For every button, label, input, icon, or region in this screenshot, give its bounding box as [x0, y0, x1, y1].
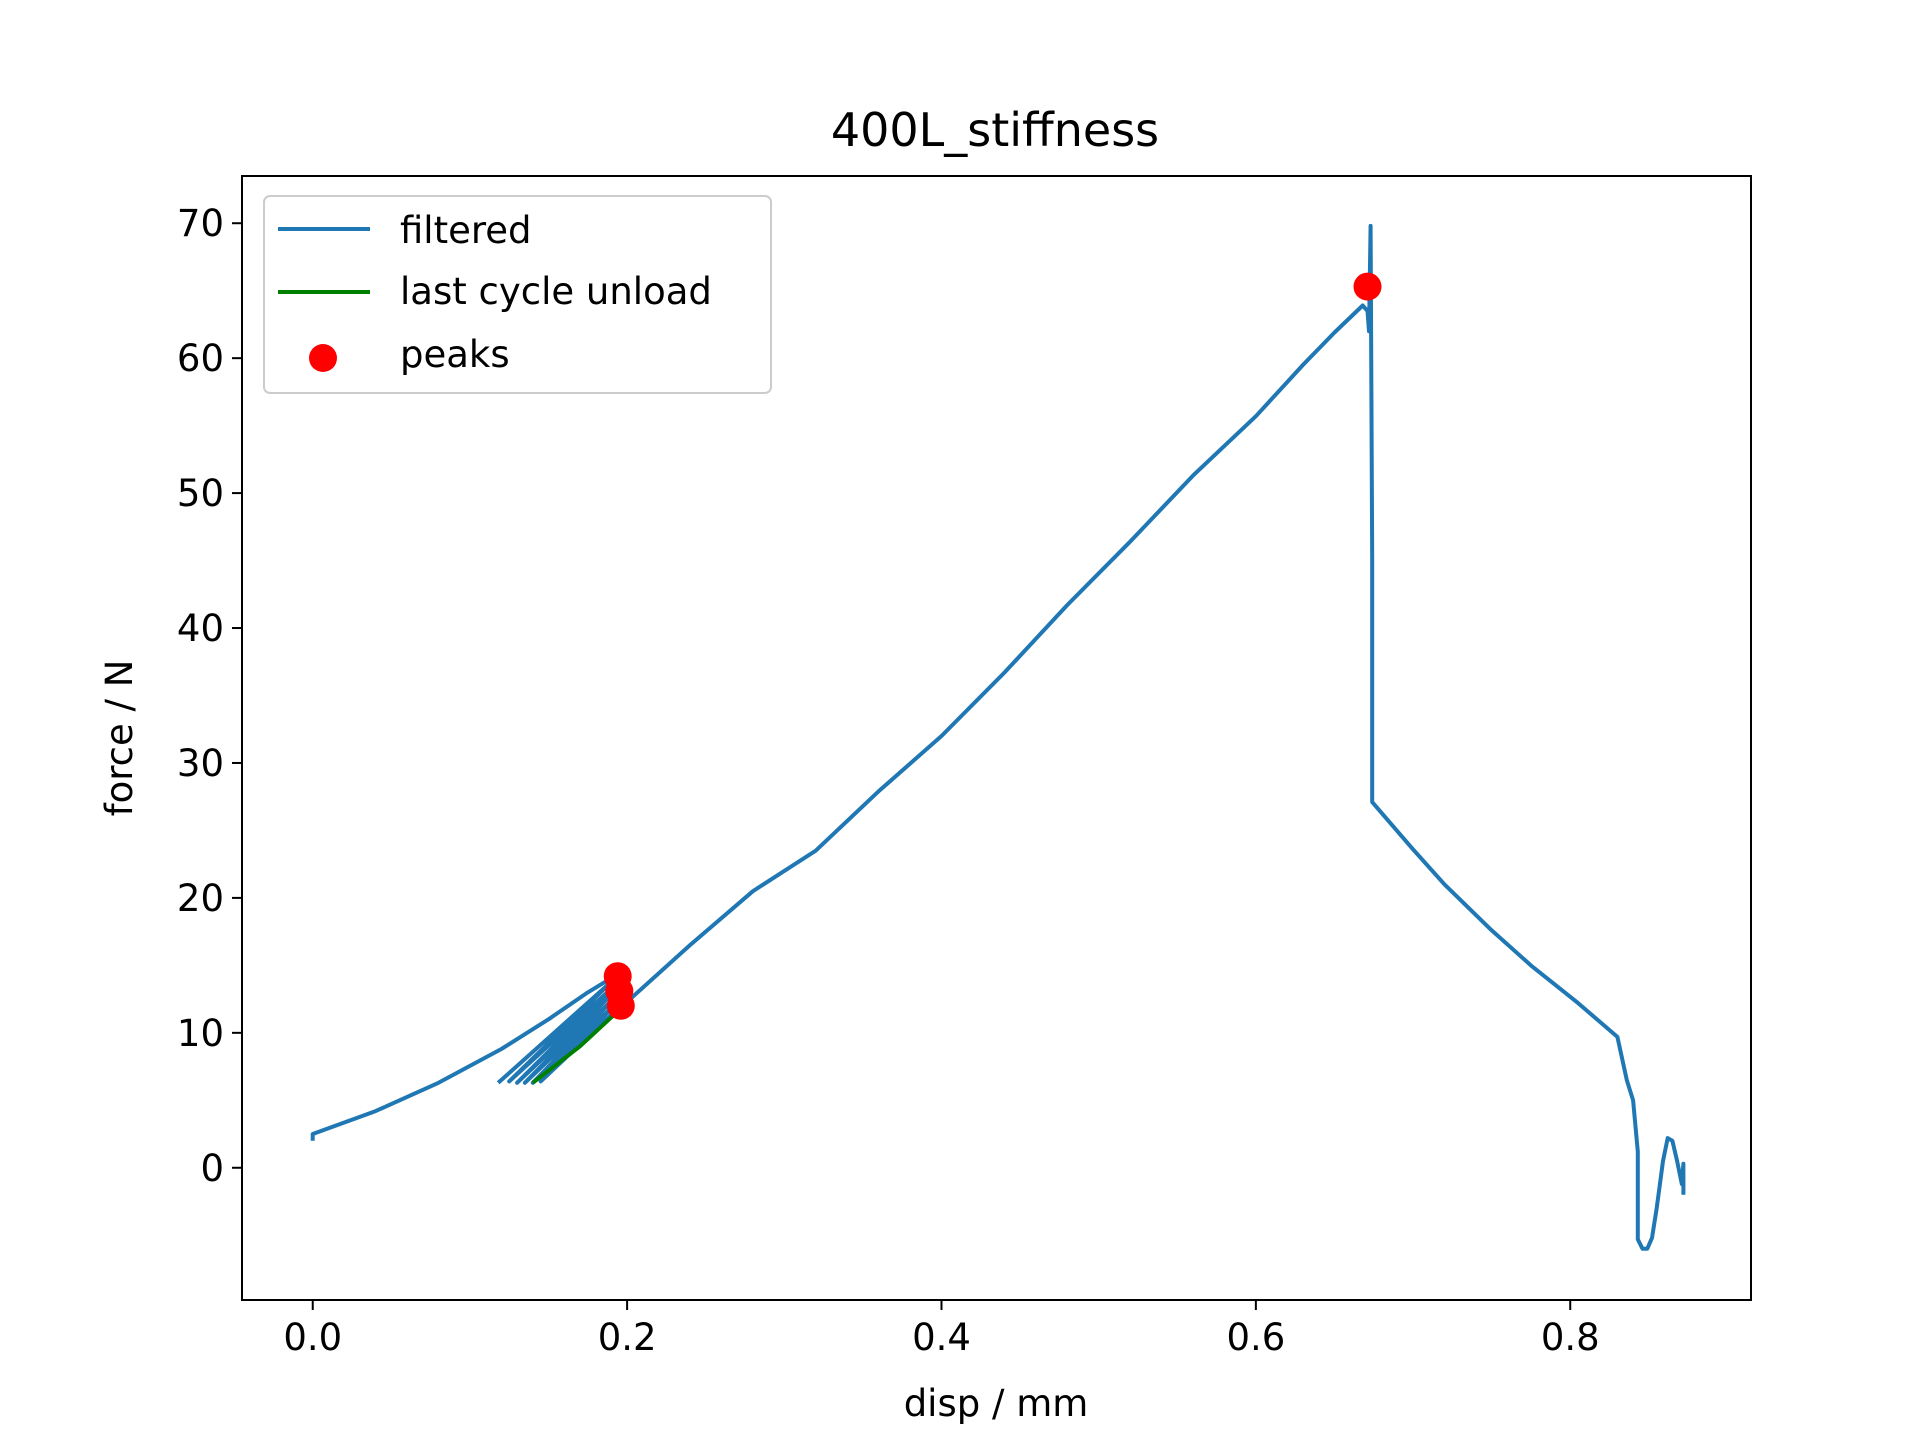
x-tick-label: 0.0: [283, 1316, 342, 1359]
data-layer: [310, 223, 1686, 1251]
x-tick-label: 0.6: [1226, 1316, 1285, 1359]
y-tick-label: 70: [177, 202, 224, 245]
x-tick-label: 0.2: [598, 1316, 657, 1359]
series-0-line-1: [496, 976, 623, 1085]
chart-title: 400L_stiffness: [831, 103, 1159, 157]
x-tick-label: 0.8: [1541, 1316, 1600, 1359]
peak-point-2: [606, 991, 635, 1020]
peak-point-3: [1353, 272, 1382, 301]
y-tick-label: 10: [177, 1012, 224, 1055]
x-tick-label: 0.4: [912, 1316, 971, 1359]
y-tick-label: 20: [177, 877, 224, 920]
y-tick-label: 0: [200, 1147, 224, 1190]
y-tick-label: 30: [177, 742, 224, 785]
x-axis-label: disp / mm: [904, 1382, 1089, 1425]
y-tick-label: 60: [177, 337, 224, 380]
legend: filtered last cycle unload peaks: [263, 195, 772, 394]
legend-peaks-marker: [309, 344, 337, 372]
series-1-line-0: [531, 1007, 623, 1085]
y-axis-label: force / N: [98, 660, 141, 817]
legend-peaks-label: peaks: [400, 333, 510, 376]
legend-unload-label: last cycle unload: [400, 270, 712, 313]
legend-filtered-label: filtered: [400, 209, 532, 252]
plot-area: [241, 175, 1752, 1301]
y-axis: 0 10 20 30 40 50 60 70: [177, 202, 242, 1190]
x-axis: 0.0 0.2 0.4 0.6 0.8: [283, 1300, 1600, 1359]
axes-frame: [241, 175, 1752, 1301]
y-tick-label: 50: [177, 472, 224, 515]
legend-box: [263, 195, 772, 394]
y-tick-label: 40: [177, 607, 224, 650]
